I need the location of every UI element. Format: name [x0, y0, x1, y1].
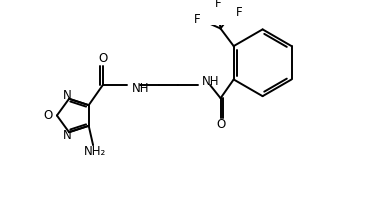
Text: NH₂: NH₂: [84, 145, 106, 158]
Text: F: F: [194, 13, 200, 26]
Text: O: O: [98, 52, 107, 65]
Text: F: F: [215, 0, 221, 10]
Text: N: N: [63, 129, 72, 142]
Text: NH: NH: [132, 82, 149, 95]
Text: O: O: [217, 118, 226, 131]
Text: O: O: [43, 109, 52, 122]
Text: F: F: [236, 6, 243, 19]
Text: N: N: [63, 89, 72, 102]
Text: NH: NH: [202, 75, 220, 88]
